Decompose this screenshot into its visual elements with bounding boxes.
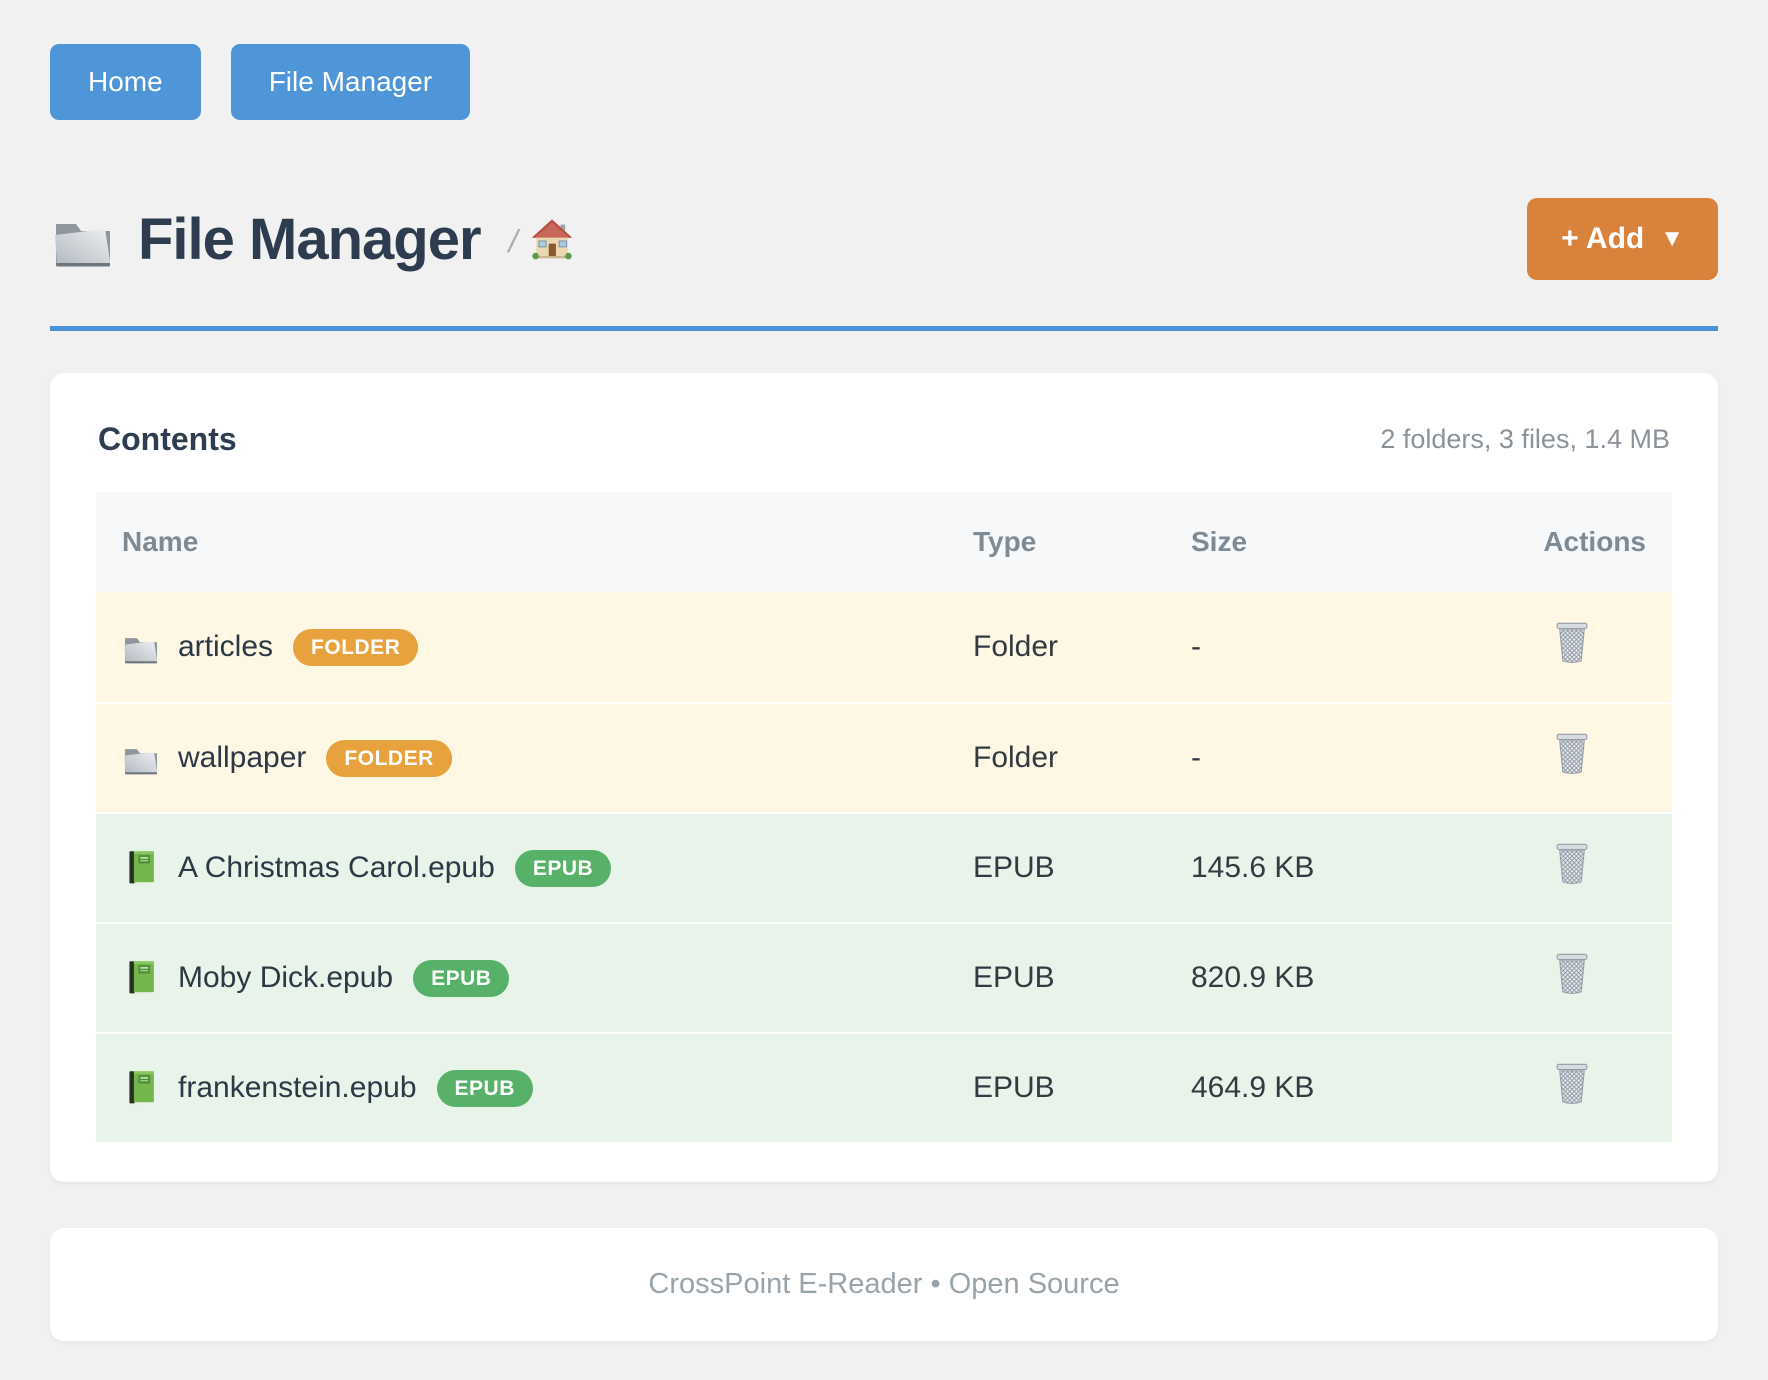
chevron-down-icon: ▼ — [1660, 225, 1684, 252]
page-title: File Manager — [138, 206, 482, 272]
home-icon[interactable] — [531, 218, 573, 260]
type-cell: EPUB — [973, 1071, 1055, 1104]
column-header-size: Size — [1191, 526, 1248, 557]
add-button[interactable]: + Add ▼ — [1527, 198, 1718, 280]
trash-icon — [1554, 953, 1590, 995]
column-header-type: Type — [973, 526, 1037, 557]
folder-icon — [122, 629, 160, 665]
file-name-link[interactable]: A Christmas Carol.epub — [178, 851, 495, 884]
name-cell: articles FOLDER — [96, 628, 973, 666]
delete-button[interactable] — [1554, 1063, 1590, 1108]
size-cell: 820.9 KB — [1191, 961, 1315, 994]
contents-card: Contents 2 folders, 3 files, 1.4 MB Name… — [50, 373, 1718, 1182]
actions-cell — [1471, 1063, 1672, 1113]
table-row: A Christmas Carol.epub EPUB EPUB 145.6 K… — [96, 812, 1672, 922]
trash-icon — [1554, 733, 1590, 775]
size-cell: - — [1191, 741, 1201, 774]
actions-cell — [1471, 733, 1672, 783]
table-row: frankenstein.epub EPUB EPUB 464.9 KB — [96, 1032, 1672, 1142]
file-name-link[interactable]: Moby Dick.epub — [178, 961, 394, 994]
accent-divider — [50, 326, 1718, 331]
top-nav: Home File Manager — [0, 0, 1768, 120]
contents-heading: Contents — [98, 421, 237, 457]
nav-file-manager-button[interactable]: File Manager — [230, 44, 471, 120]
trash-icon — [1554, 622, 1590, 664]
add-button-label: + Add — [1561, 222, 1645, 255]
delete-button[interactable] — [1554, 622, 1590, 667]
table-body: articles FOLDER Folder - wallpaper FOLDE… — [96, 592, 1672, 1142]
type-badge: EPUB — [436, 1069, 533, 1107]
nav-home-button[interactable]: Home — [50, 44, 201, 120]
type-badge: FOLDER — [293, 628, 419, 666]
card-head: Contents 2 folders, 3 files, 1.4 MB — [98, 421, 1670, 458]
footer-text: CrossPoint E-Reader • Open Source — [648, 1268, 1120, 1300]
folder-icon — [122, 740, 160, 776]
footer: CrossPoint E-Reader • Open Source — [50, 1228, 1718, 1341]
file-name-link[interactable]: wallpaper — [178, 741, 307, 774]
type-cell: Folder — [973, 741, 1059, 774]
table-header: Name Type Size Actions — [96, 492, 1672, 592]
book-icon — [122, 1070, 160, 1106]
folder-icon — [50, 210, 116, 268]
name-cell: Moby Dick.epub EPUB — [96, 959, 973, 997]
book-icon — [122, 850, 160, 886]
type-cell: EPUB — [973, 961, 1055, 994]
type-badge: EPUB — [514, 849, 612, 887]
table-row: Moby Dick.epub EPUB EPUB 820.9 KB — [96, 922, 1672, 1032]
actions-cell — [1471, 953, 1672, 1003]
type-badge: EPUB — [413, 959, 510, 997]
file-name-link[interactable]: frankenstein.epub — [178, 1071, 417, 1104]
size-cell: 464.9 KB — [1191, 1071, 1315, 1104]
delete-button[interactable] — [1554, 953, 1590, 998]
actions-cell — [1471, 843, 1672, 893]
column-header-name: Name — [122, 526, 199, 557]
table-row: articles FOLDER Folder - — [96, 592, 1672, 702]
actions-cell — [1471, 622, 1672, 672]
type-cell: Folder — [973, 630, 1059, 663]
breadcrumb: / — [505, 218, 574, 260]
name-cell: A Christmas Carol.epub EPUB — [96, 849, 973, 887]
name-cell: wallpaper FOLDER — [96, 739, 973, 777]
trash-icon — [1554, 843, 1590, 885]
delete-button[interactable] — [1554, 733, 1590, 778]
name-cell: frankenstein.epub EPUB — [96, 1069, 973, 1107]
book-icon — [122, 960, 160, 996]
table-row: wallpaper FOLDER Folder - — [96, 702, 1672, 812]
contents-summary: 2 folders, 3 files, 1.4 MB — [1380, 424, 1670, 454]
file-name-link[interactable]: articles — [178, 630, 274, 663]
file-table: Name Type Size Actions articles FOLDER F… — [96, 492, 1672, 1142]
page-header: File Manager / + Add ▼ — [50, 198, 1718, 280]
breadcrumb-separator: / — [504, 223, 522, 259]
size-cell: 145.6 KB — [1191, 851, 1315, 884]
title-group: File Manager / — [50, 206, 573, 273]
size-cell: - — [1191, 630, 1201, 663]
type-badge: FOLDER — [326, 739, 452, 777]
delete-button[interactable] — [1554, 843, 1590, 888]
trash-icon — [1554, 1063, 1590, 1105]
column-header-actions: Actions — [1543, 526, 1646, 557]
type-cell: EPUB — [973, 851, 1055, 884]
